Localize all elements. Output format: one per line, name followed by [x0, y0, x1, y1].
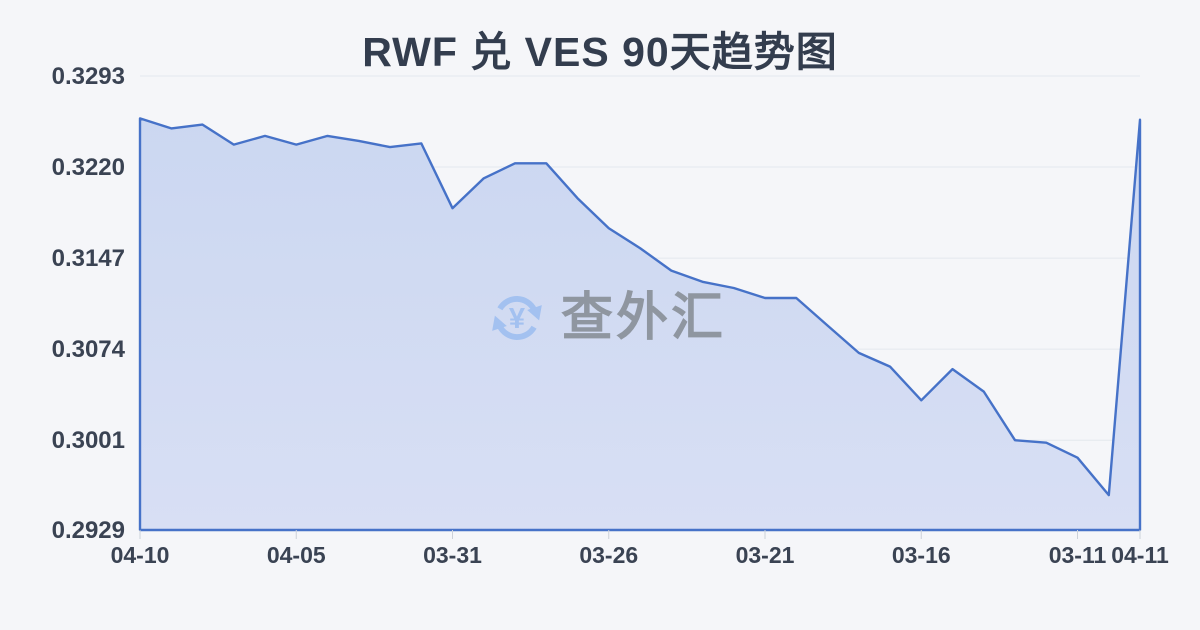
y-axis-label: 0.3220 [52, 154, 125, 181]
y-axis-label: 0.3147 [52, 245, 125, 272]
x-axis-label: 04-10 [111, 542, 170, 568]
y-axis-label: 0.3074 [52, 336, 126, 363]
x-axis-label: 03-11 [1049, 542, 1107, 568]
y-axis-label: 0.3001 [52, 427, 125, 454]
trend-area [138, 117, 1142, 532]
x-axis-label: 04-05 [267, 542, 326, 568]
chart-title: RWF 兑 VES 90天趋势图 [362, 29, 838, 75]
x-axis-label: 03-21 [736, 542, 795, 568]
y-axis-label: 0.3293 [52, 63, 125, 90]
y-axis-label: 0.2929 [52, 517, 125, 544]
x-axis-label: 03-16 [892, 542, 951, 568]
x-axis-label: 03-26 [579, 542, 638, 568]
x-axis-label: 04-11 [1111, 542, 1169, 568]
axis-labels: 0.32930.32200.31470.30740.30010.292904-1… [52, 63, 1169, 568]
area-series [138, 117, 1142, 532]
x-axis-label: 03-31 [423, 542, 482, 568]
